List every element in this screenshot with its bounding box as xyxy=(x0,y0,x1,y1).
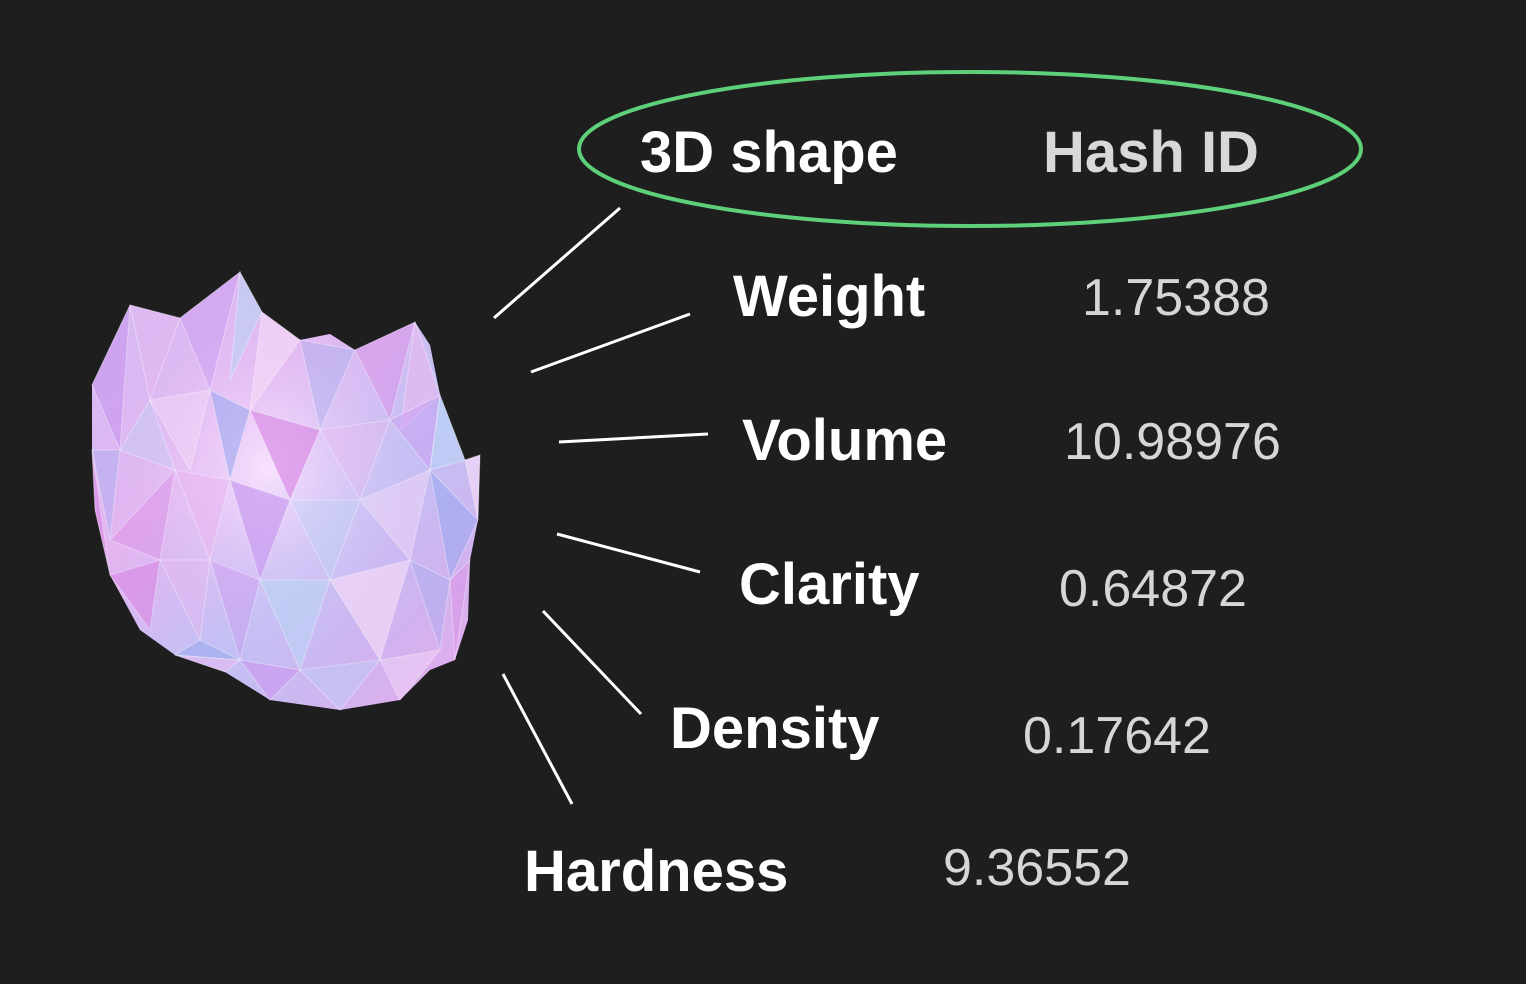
crystal-facet xyxy=(173,639,241,661)
header-highlight-ellipse xyxy=(577,70,1363,228)
crystal-facet xyxy=(159,559,211,642)
connector-lines xyxy=(493,206,709,805)
crystal-facet xyxy=(249,311,301,411)
connector-header xyxy=(493,206,621,320)
connector-hardness xyxy=(501,673,574,805)
crystal-facet xyxy=(319,419,391,502)
crystal-facet xyxy=(429,468,479,582)
volume-label: Volume xyxy=(742,408,948,473)
connector-volume xyxy=(558,432,709,444)
crystal-facet xyxy=(429,394,466,471)
crystal-facet xyxy=(249,409,321,502)
crystal-facet xyxy=(91,449,121,541)
weight-value: 1.75388 xyxy=(1082,269,1270,327)
crystal-facet xyxy=(209,559,261,662)
crystal-facet xyxy=(289,499,361,582)
crystal-facet xyxy=(229,270,263,381)
crystal-facet xyxy=(179,270,241,392)
crystal-facet xyxy=(91,304,131,451)
hardness-label: Hardness xyxy=(524,839,789,904)
crystal-facet xyxy=(109,559,161,632)
connector-weight xyxy=(530,312,691,374)
header-hash-id: Hash ID xyxy=(1043,120,1259,185)
crystal-facet xyxy=(259,579,331,672)
crystal-gem-icon xyxy=(91,270,481,711)
hardness-value: 9.36552 xyxy=(943,839,1131,897)
crystal-facet xyxy=(209,389,251,481)
clarity-label: Clarity xyxy=(739,552,920,617)
density-label: Density xyxy=(670,696,880,761)
crystal-facet xyxy=(119,398,176,471)
crystal-facet xyxy=(409,559,451,651)
crystal-facet xyxy=(354,321,416,422)
crystal-facet xyxy=(149,389,211,472)
crystal-facet xyxy=(299,339,356,432)
crystal-facet xyxy=(399,321,441,432)
density-value: 0.17642 xyxy=(1023,707,1211,765)
crystal-facet xyxy=(91,449,111,576)
crystal-facet xyxy=(449,558,471,661)
volume-value: 10.98976 xyxy=(1064,413,1281,471)
crystal-facet xyxy=(129,304,181,402)
connector-density xyxy=(541,609,643,716)
clarity-value: 0.64872 xyxy=(1059,560,1247,618)
connector-clarity xyxy=(556,532,701,574)
crystal-facets xyxy=(91,270,481,711)
crystal-facet xyxy=(359,469,431,562)
crystal-facet xyxy=(174,469,231,562)
crystal-facet xyxy=(464,454,481,521)
crystal-facet xyxy=(298,659,382,711)
header-3d-shape: 3D shape xyxy=(640,120,898,185)
crystal-facet xyxy=(329,559,411,662)
weight-label: Weight xyxy=(733,264,926,329)
crystal-facet xyxy=(229,479,291,582)
crystal-facet xyxy=(109,468,176,561)
crystal-facet xyxy=(379,649,442,701)
crystal-facet xyxy=(238,659,302,701)
